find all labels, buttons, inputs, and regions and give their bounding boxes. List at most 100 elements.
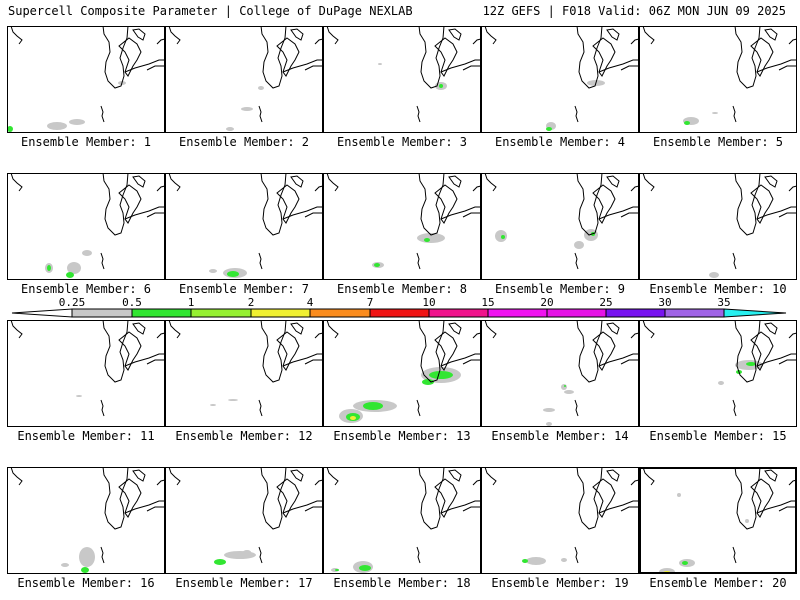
scp-contour-area (682, 561, 688, 565)
ensemble-member-15-map (639, 320, 797, 427)
ensemble-member-12-map (165, 320, 323, 427)
state-boundaries (484, 320, 639, 417)
scp-contour-area (561, 384, 567, 390)
scp-contour-area (209, 269, 217, 273)
colorbar-segment (131, 308, 192, 318)
colorbar-right-arrow (723, 308, 787, 318)
scp-contour-area (359, 565, 371, 571)
scp-contour-area (546, 422, 552, 426)
ensemble-member-14-map (481, 320, 639, 427)
ensemble-member-label: Ensemble Member: 1 (20, 135, 152, 149)
colorbar-tick-label: 25 (599, 296, 612, 309)
ensemble-member-label: Ensemble Member: 18 (333, 576, 471, 590)
header-title: Supercell Composite Parameter | College … (8, 4, 413, 18)
scp-contour-area (561, 558, 567, 562)
ensemble-member-11-map (7, 320, 165, 427)
scp-contour-area (227, 271, 239, 277)
state-boundaries (326, 26, 481, 123)
scp-contour-area (66, 272, 74, 278)
ensemble-member-label: Ensemble Member: 8 (336, 282, 468, 296)
colorbar-segment (428, 308, 489, 318)
state-boundaries (168, 173, 323, 270)
scp-contour-area (210, 404, 216, 406)
scp-contour-area (422, 379, 434, 385)
colorbar-tick-label: 2 (248, 296, 255, 309)
header-valid-time: 12Z GEFS | F018 Valid: 06Z MON JUN 09 20… (482, 4, 786, 18)
scp-contour-area (82, 250, 92, 256)
colorbar-tick-label: 35 (717, 296, 730, 309)
ensemble-member-4-map (481, 26, 639, 133)
colorbar-tick-label: 4 (307, 296, 314, 309)
ensemble-member-1-map (7, 26, 165, 133)
scp-contour-area (709, 272, 719, 278)
colorbar-segment (369, 308, 430, 318)
scp-contour-area (363, 402, 383, 410)
ensemble-member-label: Ensemble Member: 14 (491, 429, 629, 443)
ensemble-member-3-map (323, 26, 481, 133)
state-boundaries (642, 467, 797, 564)
state-boundaries (642, 173, 797, 270)
ensemble-member-label: Ensemble Member: 17 (175, 576, 313, 590)
state-boundaries (10, 467, 165, 564)
scp-contour-area (417, 233, 445, 243)
scp-contour-area (429, 371, 453, 379)
colorbar-segment (605, 308, 666, 318)
scp-contour-area (564, 385, 566, 387)
state-boundaries (168, 467, 323, 564)
scp-contour-area (526, 557, 546, 565)
scp-contour-area (745, 519, 749, 523)
ensemble-member-label: Ensemble Member: 6 (20, 282, 152, 296)
color-scale-legend: 0.25 0.5 1 2 4 7 10 15 20 25 30 35 (11, 296, 787, 318)
scp-contour-area (67, 262, 81, 274)
scp-contour-area (495, 230, 507, 242)
state-boundaries (10, 26, 165, 123)
ensemble-member-label: Ensemble Member: 16 (17, 576, 155, 590)
ensemble-member-8-map (323, 173, 481, 280)
scp-contour-area (69, 119, 85, 125)
colorbar-tick-label: 20 (540, 296, 553, 309)
scp-contour-area (47, 265, 51, 271)
ensemble-member-label: Ensemble Member: 3 (336, 135, 468, 149)
state-boundaries (168, 26, 323, 123)
colorbar-tick-label: 7 (367, 296, 374, 309)
ensemble-member-2-map (165, 26, 323, 133)
scp-contour-area (47, 122, 67, 130)
scp-contour-area (61, 563, 69, 567)
state-boundaries (642, 320, 797, 417)
ensemble-member-5-map (639, 26, 797, 133)
scp-contour-area (76, 395, 82, 397)
colorbar-segment (71, 308, 133, 318)
ensemble-member-18-map (323, 467, 481, 574)
scp-contour-area (214, 559, 226, 565)
scp-contour-area (226, 127, 234, 131)
colorbar-tick-label: 30 (658, 296, 671, 309)
scp-contour-area (81, 567, 89, 573)
scp-contour-area (677, 493, 681, 497)
scp-contour-area (228, 399, 238, 401)
scp-contour-area (501, 235, 505, 239)
colorbar-tick-label: 0.25 (59, 296, 86, 309)
scp-contour-area (684, 121, 690, 125)
ensemble-member-label: Ensemble Member: 10 (649, 282, 787, 296)
scp-contour-area (439, 84, 443, 88)
ensemble-member-9-map (481, 173, 639, 280)
colorbar-segment (250, 308, 311, 318)
state-boundaries (326, 467, 481, 564)
scp-contour-area (243, 550, 251, 554)
colorbar-tick-label: 10 (422, 296, 435, 309)
scp-contour-area (546, 127, 552, 131)
state-boundaries (642, 26, 797, 123)
ensemble-member-label: Ensemble Member: 20 (649, 576, 787, 590)
colorbar-segment (190, 308, 252, 318)
colorbar-segment (309, 308, 371, 318)
ensemble-member-13-map (323, 320, 481, 427)
scp-contour-area (746, 362, 756, 366)
scp-contour-area (224, 551, 256, 559)
scp-contour-area (712, 112, 718, 114)
colorbar-segment (546, 308, 607, 318)
ensemble-member-label: Ensemble Member: 11 (17, 429, 155, 443)
colorbar-segment (664, 308, 725, 318)
state-boundaries (10, 320, 165, 417)
state-boundaries (168, 320, 323, 417)
ensemble-member-label: Ensemble Member: 19 (491, 576, 629, 590)
